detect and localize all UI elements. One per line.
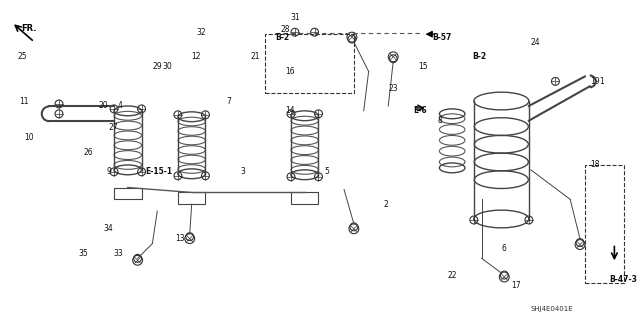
Text: 4: 4 (118, 101, 123, 110)
Text: 16: 16 (285, 67, 294, 76)
Text: 23: 23 (388, 84, 398, 93)
Text: 35: 35 (79, 249, 88, 258)
Text: 29: 29 (152, 62, 162, 71)
Text: 13: 13 (175, 234, 184, 243)
Text: 22: 22 (447, 271, 457, 281)
Text: B-2: B-2 (275, 33, 289, 42)
Text: 34: 34 (103, 224, 113, 233)
Text: 3: 3 (241, 167, 246, 176)
Text: 15: 15 (418, 62, 428, 71)
Text: 10: 10 (24, 133, 34, 142)
Text: B-47-3: B-47-3 (609, 276, 637, 284)
Text: 32: 32 (196, 28, 206, 37)
Text: 8: 8 (437, 116, 442, 125)
Text: 2: 2 (383, 200, 388, 209)
Text: 25: 25 (18, 52, 28, 61)
Text: E-15-1: E-15-1 (145, 167, 173, 176)
Text: 21: 21 (251, 52, 260, 61)
Text: 5: 5 (324, 167, 329, 176)
Text: B-2: B-2 (472, 52, 486, 61)
Text: 11: 11 (20, 97, 29, 106)
Text: 24: 24 (531, 37, 540, 46)
Text: 12: 12 (192, 52, 201, 61)
Bar (291, 192, 319, 204)
Text: 14: 14 (285, 106, 294, 115)
Bar (266, 34, 354, 93)
Text: 31: 31 (290, 13, 300, 22)
Text: 7: 7 (226, 97, 231, 106)
Text: 26: 26 (84, 148, 93, 156)
Text: 20: 20 (99, 101, 108, 110)
Text: 17: 17 (511, 281, 521, 290)
Text: 9: 9 (106, 167, 111, 176)
Text: 19: 19 (590, 77, 600, 86)
Text: B-57: B-57 (433, 33, 452, 42)
Text: SHJ4E0401E: SHJ4E0401E (531, 307, 573, 312)
Bar (178, 192, 205, 204)
Bar (585, 165, 624, 283)
Text: 18: 18 (590, 160, 599, 169)
Text: 1: 1 (600, 77, 604, 86)
Text: 6: 6 (501, 244, 506, 253)
Text: FR.: FR. (22, 24, 37, 33)
Text: 27: 27 (108, 123, 118, 132)
Text: 33: 33 (113, 249, 123, 258)
Text: 28: 28 (280, 25, 290, 34)
Bar (114, 188, 141, 199)
Text: 30: 30 (162, 62, 172, 71)
Text: E-6: E-6 (413, 106, 426, 115)
